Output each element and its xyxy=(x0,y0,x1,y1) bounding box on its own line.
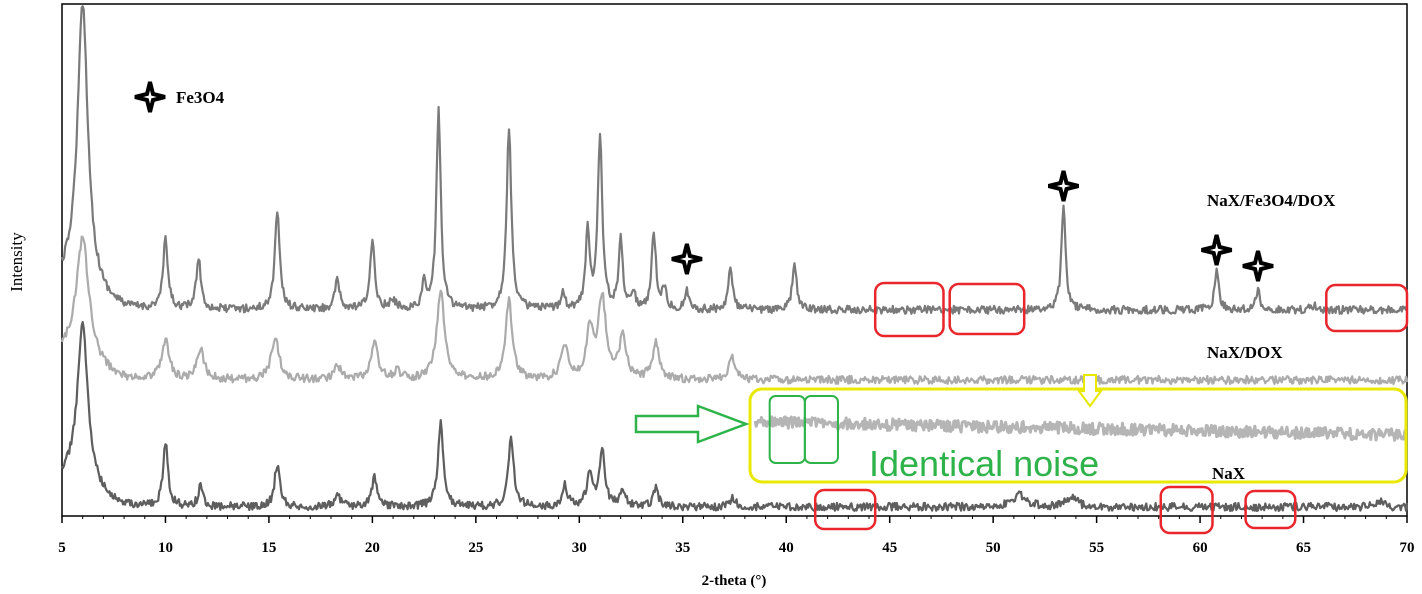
fe3o4-star-icon xyxy=(134,81,166,113)
series-layer xyxy=(60,5,1409,512)
x-axis: 5 10 15 20 25 30 35 40 45 50 55 60 65 70 xyxy=(58,516,1415,556)
red-highlight-box xyxy=(813,488,877,531)
fe3o4-star-icon xyxy=(1242,250,1274,282)
x-tick-label: 45 xyxy=(882,540,897,556)
x-tick-label: 20 xyxy=(365,540,380,556)
y-axis-title: Intensity xyxy=(7,232,26,292)
x-tick-label: 25 xyxy=(468,540,483,556)
plot-frame xyxy=(61,3,1408,517)
x-axis-title: 2-theta (°) xyxy=(702,573,767,589)
fe3o4-star-icon xyxy=(671,243,703,275)
green-arrow-icon xyxy=(634,404,750,444)
x-tick-label: 60 xyxy=(1193,540,1208,556)
legend-label: Fe3O4 xyxy=(176,88,225,107)
x-tick-label: 5 xyxy=(58,540,66,556)
yellow-highlight-box xyxy=(748,387,1408,484)
annotation-layer xyxy=(634,281,1409,535)
series-line-nax xyxy=(61,320,1409,512)
fe3o4-star-icon xyxy=(1201,234,1233,266)
x-tick-label: 15 xyxy=(261,540,276,556)
series-line-nax-dox xyxy=(60,235,1409,386)
legend: Fe3O4 xyxy=(134,81,225,113)
red-highlight-box xyxy=(1325,283,1409,333)
x-tick-label: 65 xyxy=(1296,540,1311,556)
yellow-arrow-icon xyxy=(1077,374,1103,408)
x-tick-label: 50 xyxy=(986,540,1001,556)
x-tick-label: 10 xyxy=(158,540,173,556)
red-highlight-box xyxy=(1159,485,1214,535)
red-highlight-box xyxy=(948,282,1026,336)
plot-area xyxy=(61,3,1408,517)
fe3o4-legend-star-icon xyxy=(134,81,166,113)
series-label-nax: NaX xyxy=(1212,464,1246,483)
x-tick-label: 30 xyxy=(572,540,587,556)
x-tick-label: 55 xyxy=(1089,540,1104,556)
red-highlight-box xyxy=(1244,489,1297,530)
x-tick-label: 35 xyxy=(675,540,690,556)
red-highlight-box xyxy=(873,281,945,338)
x-tick-label: 40 xyxy=(779,540,794,556)
green-highlight-box xyxy=(768,395,806,464)
x-tick-label: 70 xyxy=(1400,540,1415,556)
series-label-nax-dox: NaX/DOX xyxy=(1207,343,1283,362)
series-line-nax-fe3o4-dox xyxy=(60,5,1409,315)
identical-noise-text: Identical noise xyxy=(869,443,1099,484)
series-line-noise-copy xyxy=(753,415,1408,442)
green-highlight-box xyxy=(803,395,839,464)
fe3o4-star-icon xyxy=(1048,170,1079,202)
marker-layer xyxy=(671,170,1274,282)
series-label-nax-fe3o4-dox: NaX/Fe3O4/DOX xyxy=(1207,191,1336,210)
